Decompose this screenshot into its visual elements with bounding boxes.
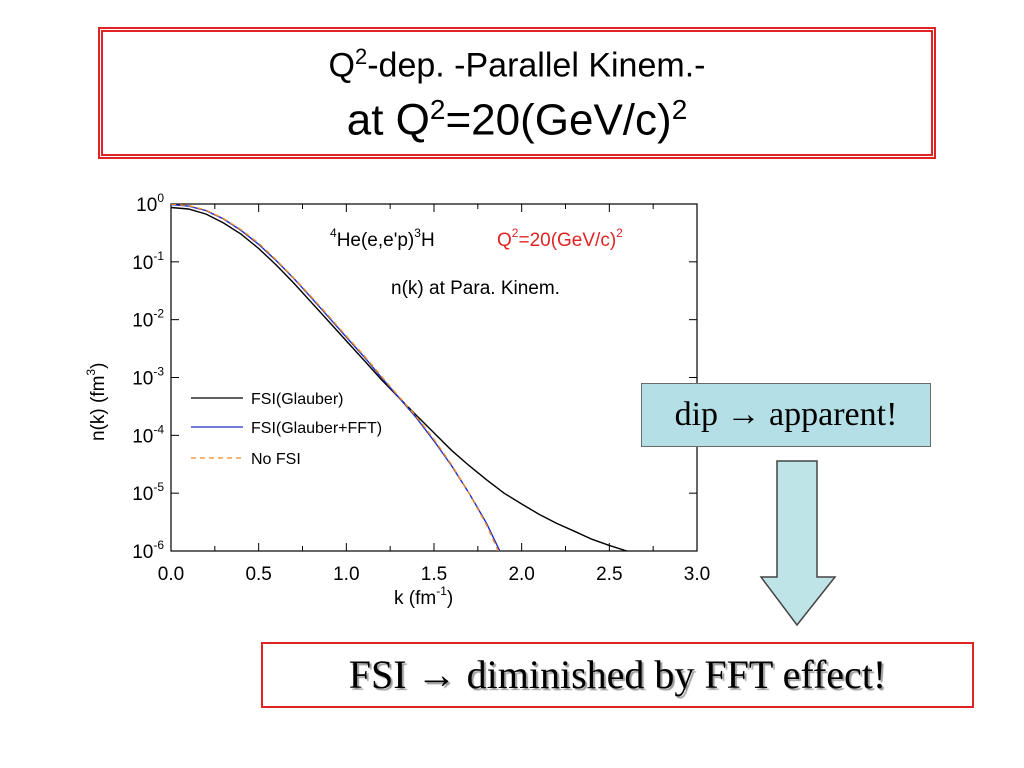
title-frame: Q2-dep. -Parallel Kinem.- at Q2=20(GeV/c…: [98, 27, 936, 159]
axis-ticks: [170, 203, 698, 552]
slide-title-line-2: at Q2=20(GeV/c)2: [346, 94, 688, 145]
x-tick-label: 1.0: [333, 564, 359, 585]
series-line: [171, 204, 500, 551]
x-tick-label: 3.0: [684, 564, 710, 585]
x-axis-label: k (fm-1): [394, 584, 453, 609]
y-tick-label: 10-5: [132, 480, 164, 505]
fsi-callout: FSI → diminished by FFT effect!: [261, 642, 974, 708]
x-tick-label: 2.5: [596, 564, 622, 585]
y-tick-label: 100: [136, 191, 164, 216]
y-tick-label: 10-3: [132, 365, 164, 390]
legend-label-fsi-glauber: FSI(Glauber): [251, 391, 343, 408]
y-axis-label: n(k) (fm3): [84, 363, 109, 441]
plot-frame: [170, 203, 698, 552]
x-tick-label: 0.5: [245, 564, 271, 585]
slide-title-line-1: Q2-dep. -Parallel Kinem.-: [328, 44, 706, 85]
x-tick-labels: 0.0 0.5 1.0 1.5 2.0 2.5 3.0: [158, 564, 710, 585]
down-arrow-icon: [759, 460, 837, 627]
x-tick-label: 2.0: [508, 564, 534, 585]
y-tick-label: 10-2: [132, 307, 164, 332]
series-layer: [171, 204, 630, 551]
legend-label-no-fsi: No FSI: [251, 451, 301, 468]
legend: FSI(Glauber) FSI(Glauber+FFT) No FSI: [191, 391, 382, 468]
dip-callout: dip → apparent!: [641, 383, 931, 447]
q2-annotation: Q2=20(GeV/c)2: [497, 226, 623, 251]
x-tick-label: 0.0: [158, 564, 184, 585]
reaction-annotation: 4He(e,e'p)3H: [330, 226, 435, 251]
series-line: [171, 206, 630, 551]
x-tick-label: 1.5: [421, 564, 447, 585]
y-tick-label: 10-4: [132, 422, 164, 447]
y-tick-label: 10-1: [132, 249, 164, 274]
legend-label-fsi-glauber-fft: FSI(Glauber+FFT): [251, 420, 382, 437]
y-tick-label: 10-6: [132, 538, 164, 563]
y-tick-labels: 100 10-1 10-2 10-3 10-4 10-5 10-6: [132, 191, 164, 563]
kinematics-annotation: n(k) at Para. Kinem.: [391, 278, 560, 299]
